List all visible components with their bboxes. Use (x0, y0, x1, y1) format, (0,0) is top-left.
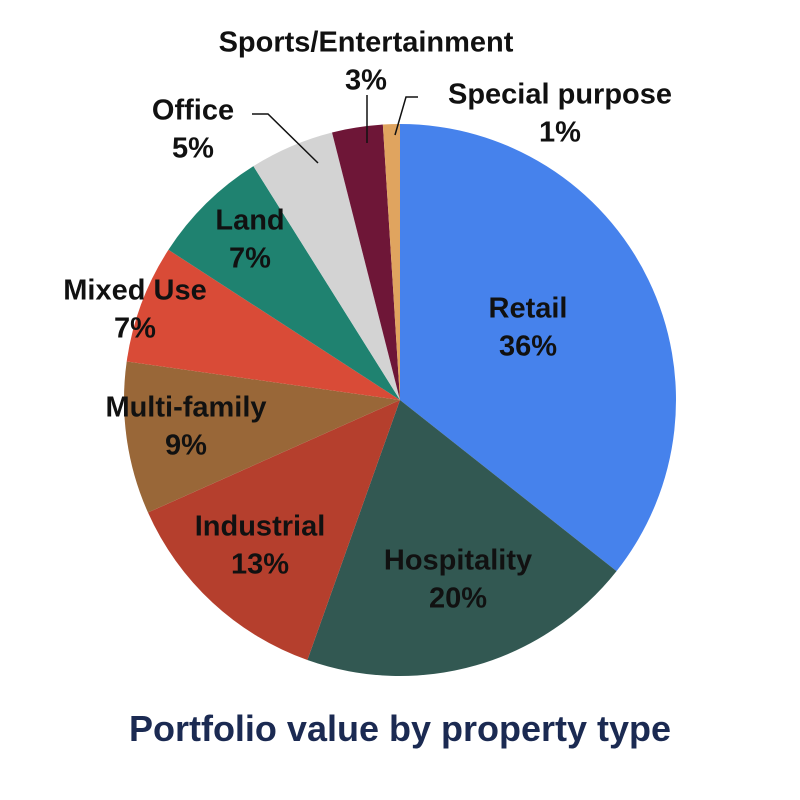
slice-label-special-purpose: Special purpose (448, 79, 672, 111)
pie-slice-multi-family (123, 361, 401, 513)
slice-label-sports-entertainment: Sports/Entertainment (219, 27, 514, 59)
leader-line (394, 96, 418, 136)
pie-slice-mixed-use (126, 249, 400, 400)
slice-value-retail: 36% (499, 331, 557, 363)
pie-slice-hospitality (307, 400, 617, 677)
slice-label-land: Land (215, 205, 284, 237)
pie-slice-land (168, 166, 400, 400)
chart-title: Portfolio value by property type (128, 708, 672, 749)
slice-label-industrial: Industrial (195, 511, 326, 543)
slice-value-sports-entertainment: 3% (345, 65, 387, 97)
slice-label-hospitality: Hospitality (384, 545, 532, 577)
slice-label-mixed-use: Mixed Use (63, 275, 206, 307)
pie-slice-special-purpose (382, 124, 400, 400)
pie-slice-industrial (147, 400, 400, 661)
slice-label-retail: Retail (489, 293, 568, 325)
slice-value-mixed-use: 7% (114, 313, 156, 345)
slice-label-office: Office (152, 95, 234, 127)
slice-value-special-purpose: 1% (539, 117, 581, 149)
pie-chart: Retail 36% Hospitality 20% Industrial 13% Mult… (63, 27, 677, 677)
pie-slice-office (253, 132, 400, 400)
slice-value-hospitality: 20% (429, 583, 487, 615)
pie-slice-sports-entertainment (332, 124, 400, 400)
slice-label-multi-family: Multi-family (105, 392, 266, 424)
slice-value-office: 5% (172, 133, 214, 165)
slice-value-multi-family: 9% (165, 430, 207, 462)
slice-value-land: 7% (229, 243, 271, 275)
pie-slice-retail (400, 124, 677, 572)
slice-value-industrial: 13% (231, 549, 289, 581)
leader-line (252, 113, 319, 164)
